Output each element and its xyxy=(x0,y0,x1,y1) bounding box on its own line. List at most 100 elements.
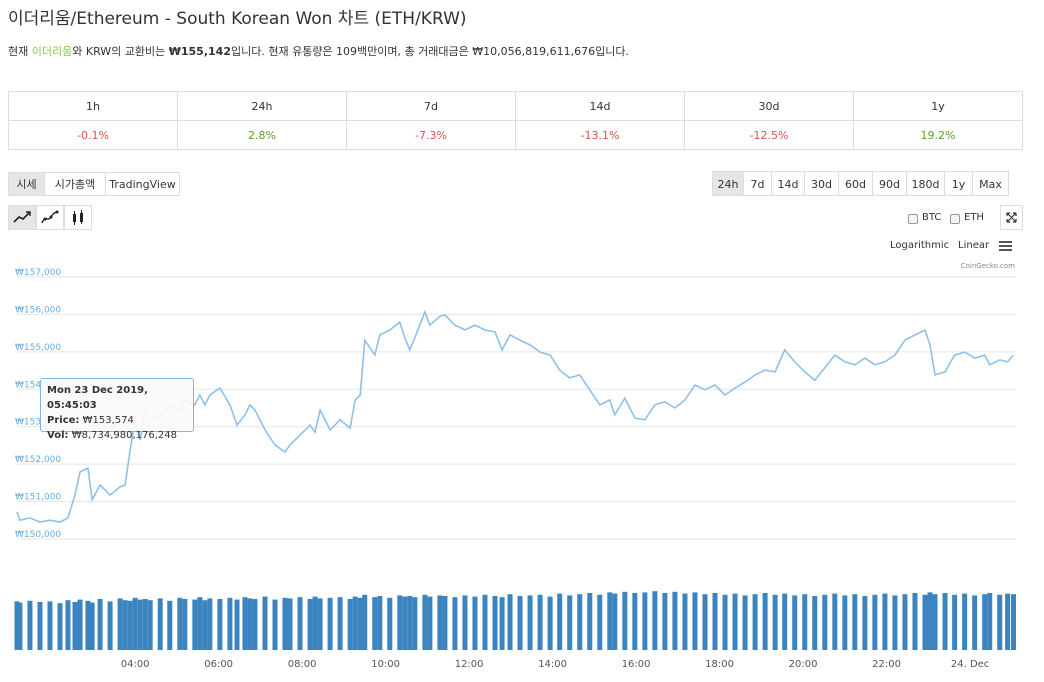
volume-bar xyxy=(77,599,83,650)
volume-bar xyxy=(912,593,918,650)
fullscreen-button[interactable] xyxy=(1000,205,1023,230)
range-button[interactable]: 1y xyxy=(944,171,973,196)
period-header: 1y xyxy=(853,91,1023,121)
volume-bar xyxy=(57,603,63,650)
volume-bar xyxy=(997,594,1003,650)
volume-bar xyxy=(177,597,183,650)
volume-bar xyxy=(402,596,408,650)
volume-bar xyxy=(442,596,448,650)
volume-bar xyxy=(117,598,123,650)
volume-bar xyxy=(587,593,593,650)
volume-bar xyxy=(137,599,143,650)
price: ₩155,142 xyxy=(168,45,231,58)
volume-bar xyxy=(427,596,433,650)
volume-bar xyxy=(632,593,638,650)
period-change: -13.1% xyxy=(515,120,685,150)
volume-bar xyxy=(157,598,163,650)
y-tick-label: ₩154,000 xyxy=(15,380,61,390)
volume-bar xyxy=(1005,593,1011,650)
volume-bar xyxy=(712,593,718,650)
line-chart-button[interactable] xyxy=(8,205,36,230)
volume-bar xyxy=(317,598,323,650)
checkbox[interactable] xyxy=(950,214,960,224)
range-button[interactable]: 180d xyxy=(906,171,945,196)
volume-bar xyxy=(307,599,313,650)
volume-bar xyxy=(437,595,443,650)
view-tab[interactable]: 시세 xyxy=(8,172,45,196)
view-tab[interactable]: 시가총액 xyxy=(44,172,106,196)
scale-option[interactable]: Linear xyxy=(958,240,990,251)
volume-bar xyxy=(662,593,668,650)
volume-bar xyxy=(407,596,413,650)
volume-bar xyxy=(762,593,768,650)
volume-bar xyxy=(182,599,188,650)
volume-bar xyxy=(547,596,553,650)
period-change: -12.5% xyxy=(684,120,854,150)
y-tick-label: ₩150,000 xyxy=(15,530,61,540)
range-button[interactable]: 14d xyxy=(771,171,805,196)
x-tick-label: 20:00 xyxy=(789,659,818,670)
volume-bar xyxy=(822,594,828,650)
volume-bar xyxy=(872,594,878,650)
volume-bar xyxy=(85,600,91,650)
volume-bar xyxy=(782,593,788,650)
credit: CoinGecko.com xyxy=(960,262,1015,270)
range-button[interactable]: 7d xyxy=(743,171,772,196)
volume-bar xyxy=(722,594,728,650)
volume-bar xyxy=(567,595,573,650)
text: 입니다. 현재 유통량은 109백만이며, 총 거래대금은 ₩10,056,81… xyxy=(230,45,629,58)
volume-bar xyxy=(47,601,53,650)
icon xyxy=(41,210,59,224)
volume-bar xyxy=(607,592,613,650)
y-tick-label: ₩153,000 xyxy=(15,418,61,428)
volume-bar xyxy=(832,593,838,650)
volume-bar xyxy=(242,597,248,650)
view-tab[interactable]: TradingView xyxy=(105,172,180,196)
range-button[interactable]: 60d xyxy=(838,171,873,196)
volume-bar xyxy=(312,596,318,650)
volume-bar xyxy=(397,595,403,650)
volume-bar xyxy=(982,594,988,650)
label: Price: xyxy=(47,415,80,426)
x-tick-label: 24. Dec xyxy=(951,659,989,670)
text: 와 KRW의 교환비는 xyxy=(72,45,169,58)
period-change: -0.1% xyxy=(8,120,178,150)
volume-bar xyxy=(517,596,523,650)
volume-bar xyxy=(962,593,968,650)
volume-bar xyxy=(362,594,368,650)
volume-bar xyxy=(922,594,928,650)
period-header: 30d xyxy=(684,91,854,121)
tooltip-price: Price: ₩153,574 xyxy=(47,413,187,428)
scale-option[interactable]: Logarithmic xyxy=(890,240,950,251)
checkbox-label: ETH xyxy=(964,212,984,223)
volume-bar xyxy=(672,591,678,650)
volume-bar xyxy=(537,594,543,650)
volume-bar xyxy=(842,595,848,650)
volume-bar xyxy=(507,594,513,650)
volume-bar xyxy=(862,596,868,650)
coin-link[interactable]: 이더리움 xyxy=(31,45,73,58)
volume-bar xyxy=(1010,594,1016,650)
range-button[interactable]: 90d xyxy=(872,171,907,196)
checkbox[interactable] xyxy=(908,214,918,224)
value: ₩8,734,980,176,248 xyxy=(71,430,177,441)
smooth-chart-button[interactable] xyxy=(36,205,64,230)
volume-bar xyxy=(622,591,628,650)
y-tick-label: ₩156,000 xyxy=(15,305,61,315)
volume-bar xyxy=(492,596,498,650)
menu-icon[interactable] xyxy=(998,239,1014,253)
page-title: 이더리움/Ethereum - South Korean Won 차트 (ETH… xyxy=(8,9,467,29)
volume-bar xyxy=(89,602,95,650)
range-button[interactable]: Max xyxy=(972,171,1009,196)
volume-bar xyxy=(752,594,758,650)
volume-bar xyxy=(892,595,898,650)
range-button[interactable]: 30d xyxy=(804,171,839,196)
x-tick-label: 08:00 xyxy=(288,659,317,670)
volume-bar xyxy=(372,597,378,650)
x-tick-label: 10:00 xyxy=(371,659,400,670)
volume-bar xyxy=(642,592,648,650)
candle-chart-button[interactable] xyxy=(64,205,92,230)
volume-bar xyxy=(732,593,738,650)
range-button[interactable]: 24h xyxy=(712,171,744,196)
volume-bar xyxy=(652,591,658,650)
